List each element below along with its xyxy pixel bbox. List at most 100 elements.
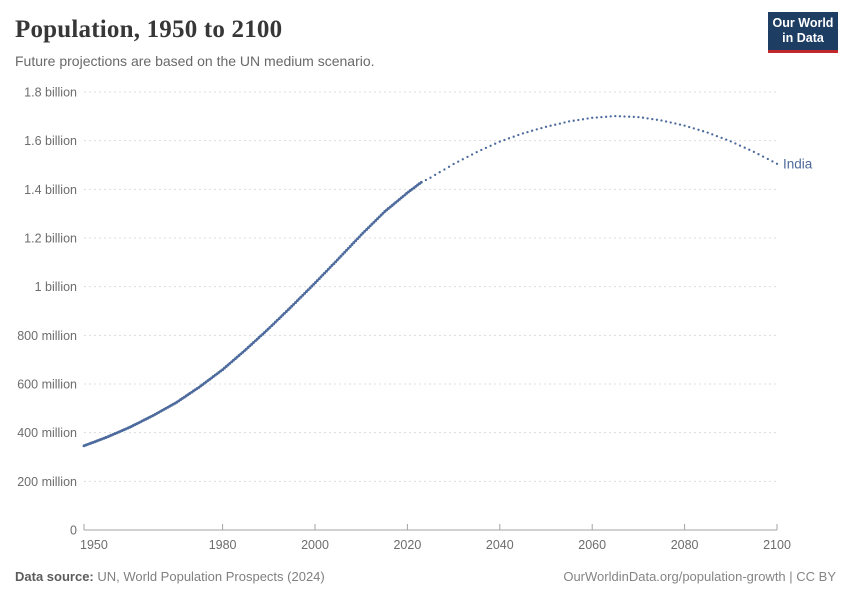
data-point-projection xyxy=(540,126,543,130)
data-point-projection xyxy=(507,137,511,140)
data-point-projection xyxy=(743,146,746,149)
data-point-history xyxy=(303,291,307,295)
y-axis-tick-label: 1.4 billion xyxy=(24,183,77,197)
data-point-projection xyxy=(452,162,455,166)
data-point-projection xyxy=(600,115,603,119)
data-point-history xyxy=(365,228,369,231)
data-point-history xyxy=(345,248,348,252)
data-point-projection xyxy=(692,127,695,130)
data-point-history xyxy=(270,324,274,328)
data-point-history xyxy=(263,331,266,334)
data-point-history xyxy=(339,254,343,258)
data-point-history xyxy=(246,346,250,349)
x-axis-tick-label: 2020 xyxy=(393,538,421,552)
data-source-text: UN, World Population Prospects (2024) xyxy=(93,569,325,584)
data-point-projection xyxy=(748,148,751,151)
data-point-history xyxy=(266,327,270,331)
data-point-projection xyxy=(632,115,635,119)
data-point-projection xyxy=(480,148,483,152)
data-point-projection xyxy=(429,176,432,179)
data-point-projection xyxy=(771,160,774,163)
data-point-history xyxy=(366,226,370,230)
data-point-history xyxy=(290,304,294,308)
data-point-history xyxy=(343,250,347,254)
data-point-projection xyxy=(651,117,654,121)
data-point-history xyxy=(328,265,332,269)
data-point-projection xyxy=(688,125,691,129)
data-point-history xyxy=(295,299,299,303)
series-label-india[interactable]: India xyxy=(783,156,813,171)
data-point-history xyxy=(275,318,279,322)
data-point-history xyxy=(277,317,281,321)
data-point-history xyxy=(315,279,319,283)
data-point-projection xyxy=(618,115,622,118)
x-axis-tick-label: 2080 xyxy=(671,538,699,552)
data-point-history xyxy=(292,302,296,306)
data-point-history xyxy=(312,282,316,286)
series-india[interactable] xyxy=(82,114,779,448)
data-point-history xyxy=(272,322,276,326)
x-axis-tick-label: 2040 xyxy=(486,538,514,552)
data-point-projection xyxy=(697,128,700,131)
data-point-projection xyxy=(567,120,571,123)
data-point-projection xyxy=(720,136,723,140)
data-point-projection xyxy=(466,155,469,159)
x-axis-tick-label: 1980 xyxy=(209,538,237,552)
data-point-history xyxy=(304,290,308,294)
owid-logo[interactable]: Our World in Data xyxy=(768,12,838,53)
y-axis-tick-label: 1.2 billion xyxy=(24,232,77,246)
data-point-projection xyxy=(660,119,663,122)
data-point-projection xyxy=(457,160,460,163)
data-point-projection xyxy=(581,118,585,121)
y-axis-tick-label: 1.8 billion xyxy=(24,86,77,100)
data-point-history xyxy=(346,246,350,250)
data-point-history xyxy=(306,288,310,292)
data-point-projection xyxy=(443,168,446,171)
x-axis-tick-label: 2100 xyxy=(763,538,791,552)
data-point-history xyxy=(379,213,383,217)
data-point-history xyxy=(419,180,423,184)
y-axis-tick-label: 800 million xyxy=(17,329,77,343)
y-axis-tick-label: 200 million xyxy=(17,475,77,489)
data-point-projection xyxy=(678,123,682,126)
data-point-projection xyxy=(424,178,428,182)
data-source-label: Data source: xyxy=(15,569,94,584)
y-axis-tick-label: 600 million xyxy=(17,378,77,392)
footer-link[interactable]: OurWorldinData.org/population-growth | C… xyxy=(563,569,836,584)
data-point-projection xyxy=(734,142,737,145)
data-point-history xyxy=(350,243,354,246)
data-point-projection xyxy=(554,123,557,126)
data-point-projection xyxy=(503,138,506,142)
data-point-history xyxy=(284,310,288,313)
data-point-projection xyxy=(604,115,608,118)
data-point-projection xyxy=(521,132,525,135)
data-point-projection xyxy=(701,130,705,133)
data-point-history xyxy=(326,267,330,271)
data-point-history xyxy=(268,325,272,329)
data-point-projection xyxy=(674,122,677,125)
data-point-projection xyxy=(475,150,478,154)
data-point-projection xyxy=(729,140,732,143)
data-point-projection xyxy=(706,131,709,134)
data-point-projection xyxy=(563,121,566,124)
data-point-history xyxy=(341,252,345,256)
data-point-history xyxy=(337,256,341,260)
data-point-history xyxy=(335,258,339,262)
data-point-projection xyxy=(628,115,631,118)
data-point-projection xyxy=(498,140,501,143)
data-point-history xyxy=(363,229,367,233)
data-point-history xyxy=(281,313,285,317)
data-point-projection xyxy=(484,146,488,150)
data-point-history xyxy=(299,295,303,299)
y-axis-tick-label: 1 billion xyxy=(35,280,77,294)
data-point-history xyxy=(332,262,336,266)
data-point-history xyxy=(228,361,232,365)
data-point-history xyxy=(334,260,338,264)
data-point-history xyxy=(235,355,239,359)
data-point-history xyxy=(354,239,358,243)
data-point-projection xyxy=(646,117,649,120)
data-point-history xyxy=(301,293,305,297)
data-source: Data source: UN, World Population Prospe… xyxy=(15,569,325,584)
data-point-history xyxy=(325,269,328,273)
